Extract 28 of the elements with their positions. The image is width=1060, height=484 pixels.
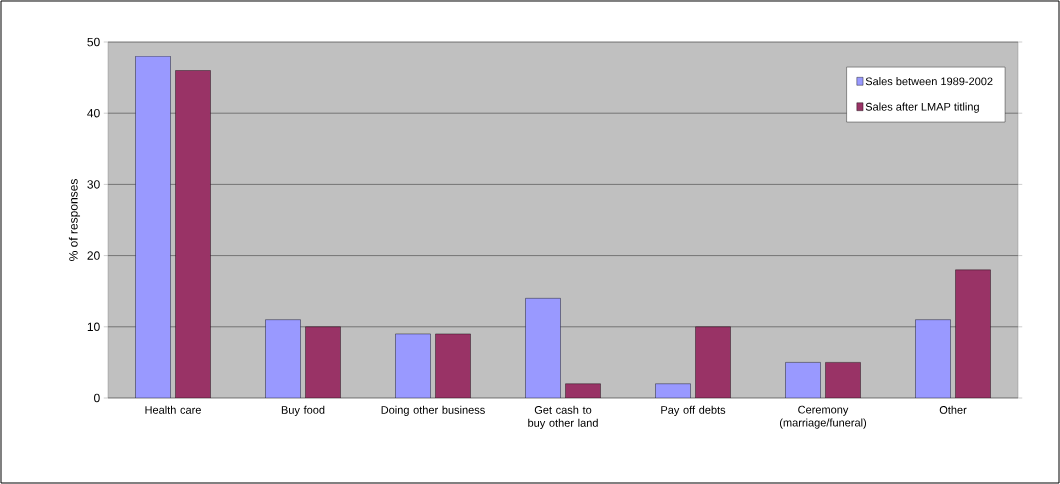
y-tick-label: 40 <box>87 108 100 118</box>
y-axis-title: % of responses <box>68 179 81 261</box>
bar <box>955 269 991 398</box>
x-tick-label: Pay off debts <box>661 405 726 417</box>
bar <box>135 56 171 398</box>
bar <box>525 298 561 398</box>
legend-label: Sales after LMAP titling <box>865 102 979 113</box>
bar <box>785 362 821 398</box>
legend-label: Sales between 1989-2002 <box>865 77 993 86</box>
bar <box>695 326 731 398</box>
bar <box>915 319 951 398</box>
x-tick-label: Buy food <box>281 405 325 417</box>
bar <box>435 333 471 398</box>
y-tick-label: 10 <box>87 322 100 332</box>
bar <box>305 326 341 398</box>
x-tick-label: Get cash to buy other land <box>528 405 598 430</box>
bar <box>175 70 211 398</box>
y-tick-label: 50 <box>87 37 100 47</box>
y-tick-label: 30 <box>87 180 100 189</box>
x-tick-label: Doing other business <box>381 405 485 417</box>
x-tick-label: Health care <box>145 405 201 414</box>
bar <box>265 319 301 398</box>
x-tick-label: Ceremony (marriage/funeral) <box>779 405 867 429</box>
y-tick-label: 0 <box>94 393 100 403</box>
y-tick-label: 20 <box>87 251 100 260</box>
bar <box>825 362 861 398</box>
bar <box>395 333 431 398</box>
x-tick-label: Other <box>939 405 967 414</box>
